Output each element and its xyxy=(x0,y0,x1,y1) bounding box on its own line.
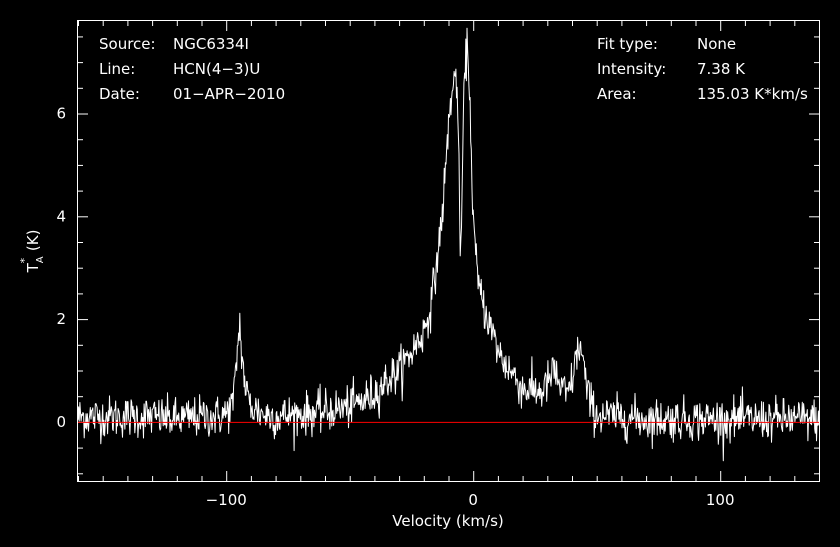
axis-ticks xyxy=(78,21,820,481)
svg-text:TA* (K): TA* (K) xyxy=(18,230,46,274)
info-row: Date: 01−APR−2010 xyxy=(99,82,285,107)
info-key: Fit type: xyxy=(597,35,658,53)
x-tick-label: −100 xyxy=(206,491,247,509)
x-tick-label: 100 xyxy=(706,491,735,509)
info-row: Intensity: 7.38 K xyxy=(597,57,808,82)
y-tick-label: 6 xyxy=(56,105,66,123)
info-row: Source: NGC6334I xyxy=(99,32,285,57)
x-tick-label: 0 xyxy=(468,491,478,509)
info-panel-left: Source: NGC6334I Line: HCN(4−3)U Date: 01−APR… xyxy=(99,32,285,107)
info-key: Source: xyxy=(99,35,156,53)
info-value: NGC6334I xyxy=(173,35,249,53)
y-tick-label: 2 xyxy=(56,310,66,328)
spectrum-line xyxy=(77,27,820,462)
info-key: Area: xyxy=(597,85,637,103)
x-axis-label: Velocity (km/s) xyxy=(392,512,503,530)
info-panel-right: Fit type: None Intensity: 7.38 K Area: 135.03… xyxy=(597,32,808,107)
y-tick-label: 4 xyxy=(56,207,66,225)
y-tick-label: 0 xyxy=(56,413,66,431)
info-key: Date: xyxy=(99,85,140,103)
info-value: 135.03 K*km/s xyxy=(697,85,808,103)
info-value: 7.38 K xyxy=(697,60,746,78)
plot-frame xyxy=(77,20,820,482)
tick-labels: −100 0 100 0 2 4 6 xyxy=(56,105,734,509)
info-row: Fit type: None xyxy=(597,32,808,57)
y-axis-label: TA* (K) xyxy=(18,230,46,274)
info-key: Line: xyxy=(99,60,136,78)
info-row: Line: HCN(4−3)U xyxy=(99,57,285,82)
info-row: Area: 135.03 K*km/s xyxy=(597,82,808,107)
info-value: HCN(4−3)U xyxy=(173,60,261,78)
info-value: 01−APR−2010 xyxy=(173,85,286,103)
info-key: Intensity: xyxy=(597,60,667,78)
info-value: None xyxy=(697,35,737,53)
